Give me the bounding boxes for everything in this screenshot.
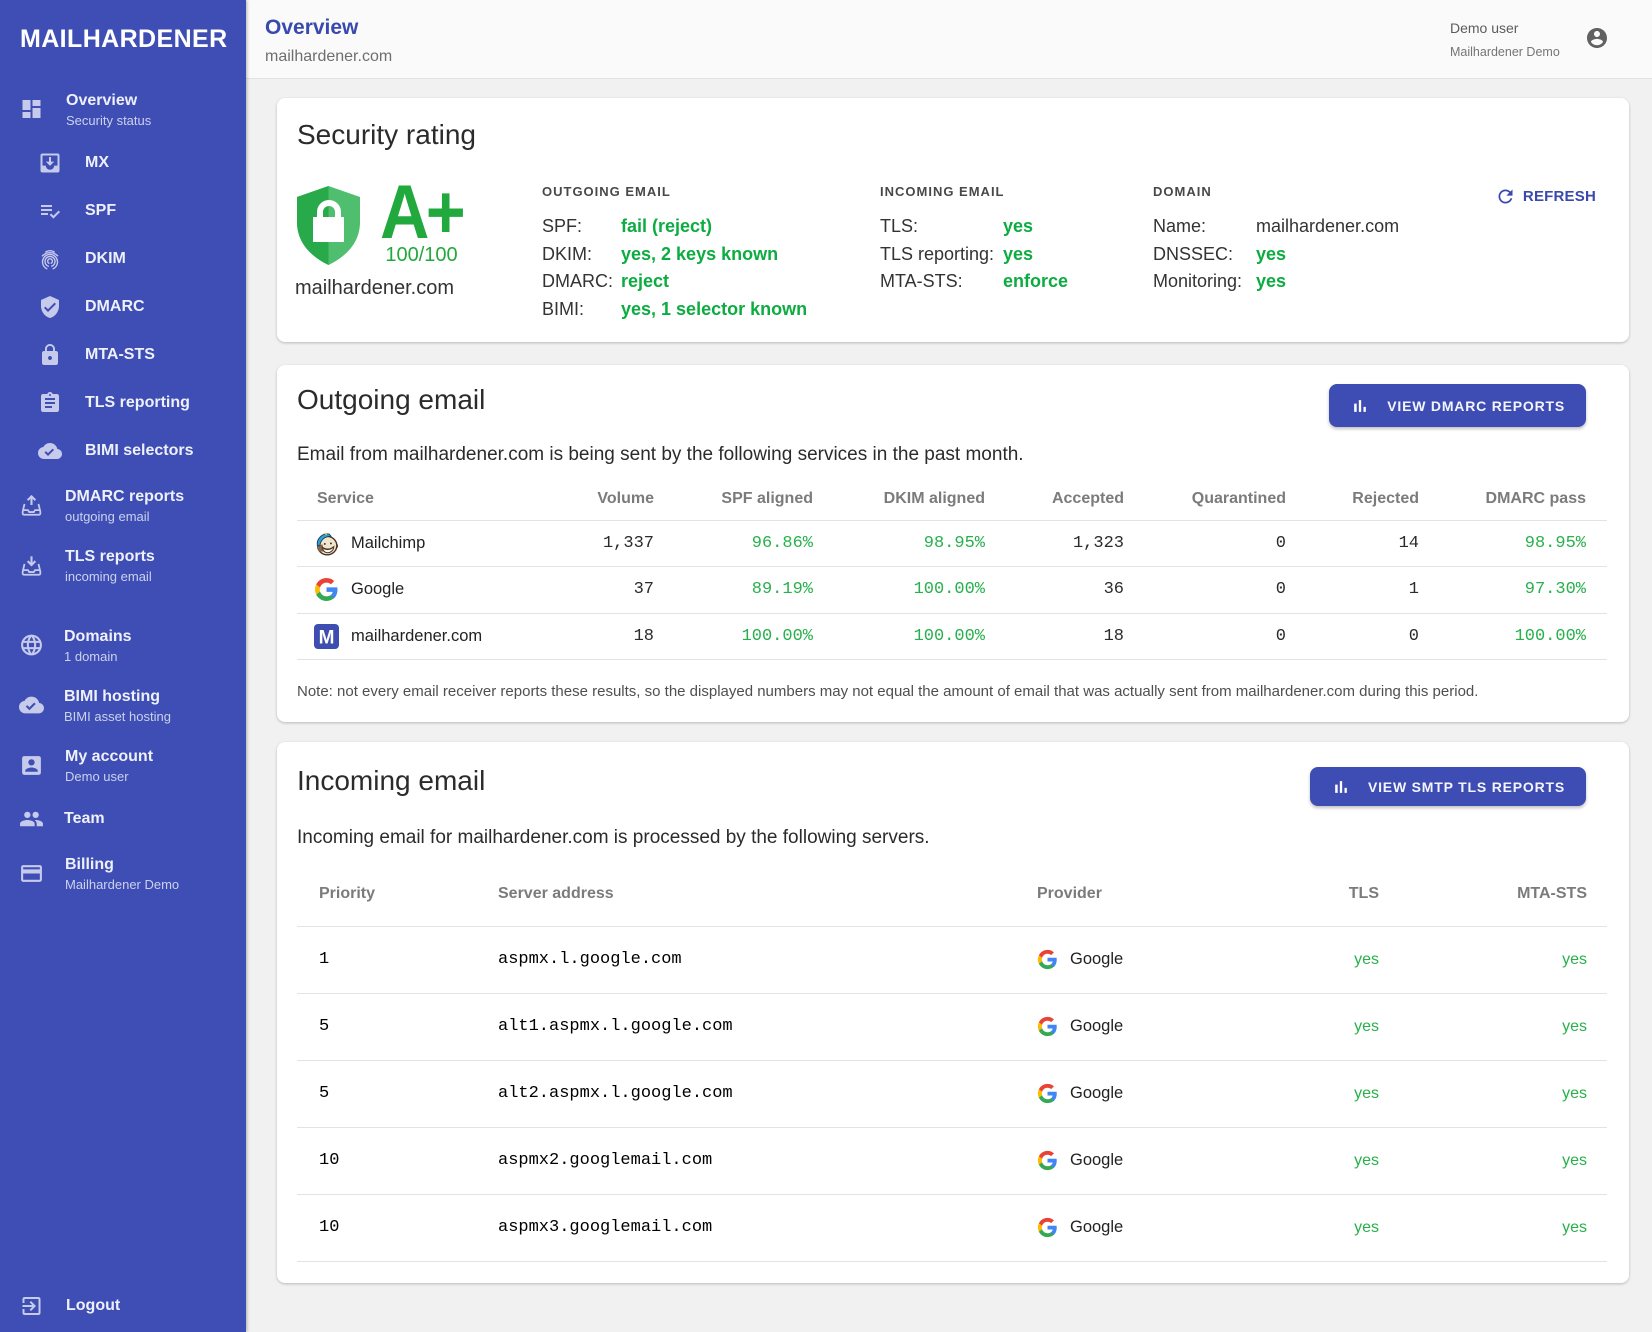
svg-text:M: M bbox=[319, 627, 335, 648]
